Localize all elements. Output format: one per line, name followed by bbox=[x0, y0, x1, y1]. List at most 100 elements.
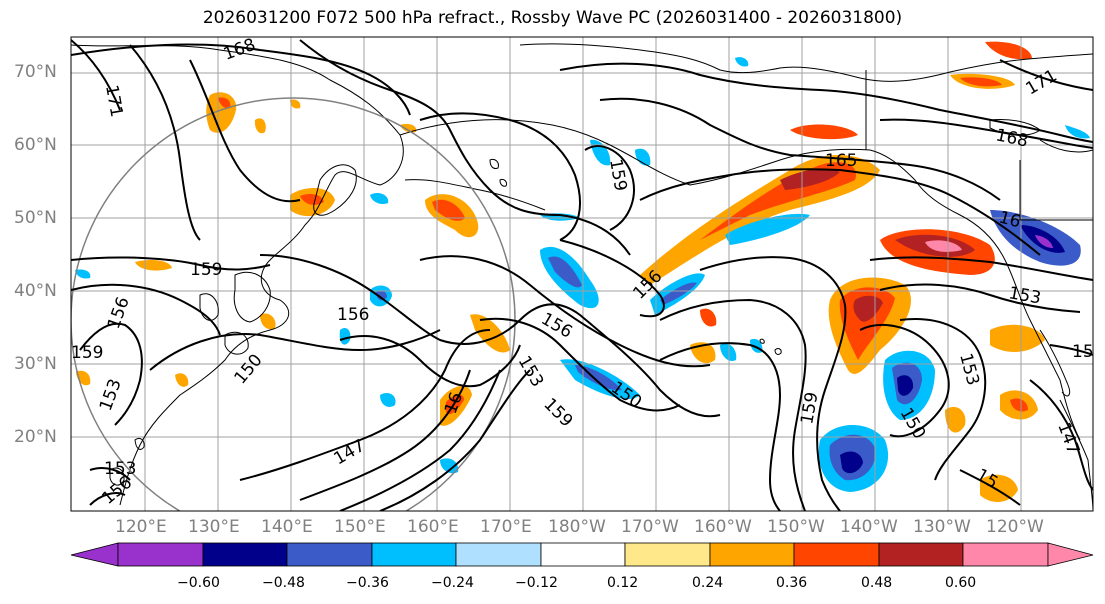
colorbar-segment bbox=[793, 542, 880, 567]
anomaly-positive-158w bbox=[700, 308, 717, 327]
contour-labels: 168 171 159 156 159 150 153 153 156 147 … bbox=[71, 37, 1094, 509]
colorbar-tick-label: 0.12 bbox=[607, 575, 639, 591]
anomaly-positive-west-sib bbox=[254, 118, 266, 134]
contour-147-sub bbox=[239, 329, 491, 481]
contour-162-arctic bbox=[299, 39, 631, 256]
colorbar-extend-high bbox=[1047, 542, 1094, 567]
anomaly-negative-central-pacific-core bbox=[548, 256, 582, 288]
coastline-kamchatka bbox=[313, 164, 357, 216]
colorbar-segment bbox=[371, 542, 457, 567]
anomaly-positive-pnw-peak bbox=[925, 240, 962, 252]
lat-label: 20°N bbox=[14, 427, 57, 447]
anomaly-positive-alaska-top bbox=[790, 124, 858, 140]
anomaly-positive-south-coast bbox=[945, 406, 966, 433]
colorbar-tick-label: −0.12 bbox=[515, 575, 558, 591]
colorbar-segment bbox=[455, 542, 542, 567]
lat-label: 40°N bbox=[14, 281, 57, 301]
lon-label: 150°W bbox=[767, 517, 825, 537]
lon-label: 160°W bbox=[694, 517, 752, 537]
anomaly-negative-gulf-streak bbox=[725, 213, 810, 245]
anomaly-negative-170w-streak-core bbox=[660, 282, 697, 305]
anomaly-negative-japan-sea bbox=[339, 328, 351, 345]
lon-label: 170°W bbox=[621, 517, 679, 537]
colorbar-segment bbox=[117, 542, 204, 567]
graticule bbox=[71, 37, 1093, 511]
contour-159-east bbox=[659, 298, 807, 511]
colorbar-segment bbox=[709, 542, 795, 567]
anomaly-positive-canada-north bbox=[985, 41, 1032, 60]
coastline-baja bbox=[1039, 329, 1071, 397]
contour-168-alaska bbox=[559, 62, 1093, 143]
anomaly-positive-165e-north bbox=[135, 260, 172, 271]
colorbar-segment bbox=[962, 542, 1049, 567]
colorbar-segment bbox=[624, 542, 711, 567]
anomaly-positive-baja-core bbox=[1010, 398, 1028, 412]
coastline-asia bbox=[71, 44, 404, 506]
lon-label: 170°E bbox=[480, 517, 532, 537]
anomaly-positive-japan-east bbox=[470, 314, 510, 353]
coastlines bbox=[71, 43, 1093, 511]
colorbar-extend-low bbox=[70, 542, 119, 567]
coastline-taiwan bbox=[134, 437, 145, 450]
colorbar-tick-label: 0.60 bbox=[945, 575, 977, 591]
contour-159-ne bbox=[419, 112, 581, 241]
colorbar-segment bbox=[540, 542, 626, 567]
coastline-japan bbox=[233, 271, 271, 323]
coastline-arctic bbox=[519, 43, 1093, 82]
anomaly-negative-20n-152e bbox=[380, 393, 396, 407]
anomaly-positive-siberia-core bbox=[218, 97, 231, 109]
colorbar bbox=[70, 542, 1094, 567]
anomaly-positive-sib2 bbox=[290, 99, 301, 109]
shaded-anomalies bbox=[75, 41, 1090, 502]
contour-171-canada bbox=[999, 59, 1093, 91]
contour-label: 15 bbox=[1072, 342, 1094, 362]
anomaly-negative-bc-coast-peak bbox=[1035, 235, 1053, 248]
contour-label: 156 bbox=[337, 305, 369, 325]
colorbar-tick-label: 0.36 bbox=[776, 575, 808, 591]
coastline-hawaii bbox=[759, 338, 782, 355]
lon-label: 120°E bbox=[115, 517, 167, 537]
anomaly-positive-20n-west bbox=[175, 373, 189, 387]
lon-label: 180°W bbox=[548, 517, 606, 537]
contour-156-pnw bbox=[869, 256, 1093, 281]
contour-168-north bbox=[71, 43, 411, 116]
contour-156-philippines bbox=[89, 492, 126, 506]
anomaly-positive-140w-peak bbox=[853, 295, 883, 322]
contour-156-far-east bbox=[659, 342, 782, 511]
colorbar-tick-label: 0.48 bbox=[861, 575, 893, 591]
anomaly-negative-150w bbox=[720, 343, 737, 361]
lon-label: 140°E bbox=[261, 517, 313, 537]
coastline-bering-islands bbox=[489, 159, 507, 187]
contour-162-siberia bbox=[189, 59, 301, 203]
anomaly-negative-south-165e bbox=[440, 458, 459, 474]
anomaly-positive-pacific-north bbox=[400, 123, 417, 133]
lat-label: 30°N bbox=[14, 354, 57, 374]
contour-150-east bbox=[479, 317, 681, 412]
lon-label: 140°W bbox=[840, 517, 898, 537]
colorbar-tick-label: −0.36 bbox=[346, 575, 389, 591]
contour-153-east-sub bbox=[899, 318, 987, 481]
contour-165-alaska bbox=[599, 97, 1001, 201]
contour-162-gulf bbox=[639, 168, 1041, 256]
coastline-hudson bbox=[1039, 139, 1093, 153]
map-frame bbox=[70, 36, 1094, 512]
contour-159-west bbox=[71, 256, 271, 271]
colorbar-tick-label: −0.24 bbox=[431, 575, 474, 591]
coastline-mexico bbox=[1059, 399, 1093, 511]
contour-156-west bbox=[71, 283, 221, 336]
contour-153-central bbox=[339, 335, 521, 388]
colorbar-tick-label: 0.24 bbox=[692, 575, 724, 591]
height-contours bbox=[71, 39, 1093, 511]
lon-label: 130°E bbox=[188, 517, 240, 537]
lon-label: 130°W bbox=[913, 517, 971, 537]
map-plot-area: 168 171 159 156 159 150 153 153 156 147 … bbox=[71, 37, 1094, 511]
contour-156-sub bbox=[379, 369, 531, 511]
anomaly-negative-kuril-core bbox=[376, 290, 387, 301]
contour-150-sub bbox=[299, 369, 471, 501]
anomaly-positive-gulf-alaska-peak bbox=[780, 168, 840, 190]
colorbar-segment bbox=[202, 542, 288, 567]
lat-label: 60°N bbox=[14, 135, 57, 155]
colorbar-segment bbox=[286, 542, 373, 567]
contour-15-right bbox=[1049, 344, 1093, 356]
